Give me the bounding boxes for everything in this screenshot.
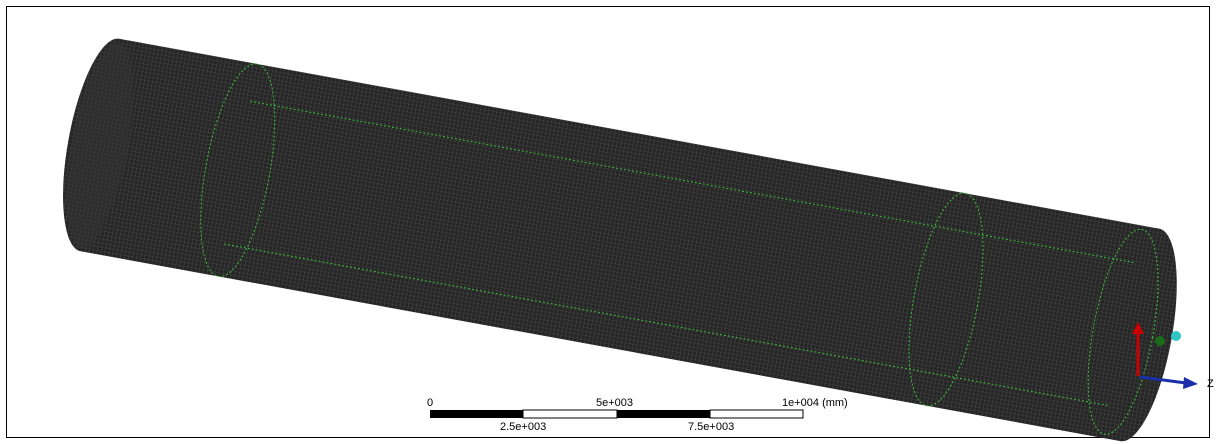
scale-label: 0 [427,397,433,409]
viewport: 0 5e+003 1e+004 (mm) 2.5e+003 7.5e+003 Z [0,0,1216,444]
scale-label: 5e+003 [596,397,633,409]
scale-label: 2.5e+003 [500,421,546,433]
scale-label: 1e+004 (mm) [782,397,848,409]
scale-label: 7.5e+003 [688,421,734,433]
axis-label: Z [1207,378,1214,390]
